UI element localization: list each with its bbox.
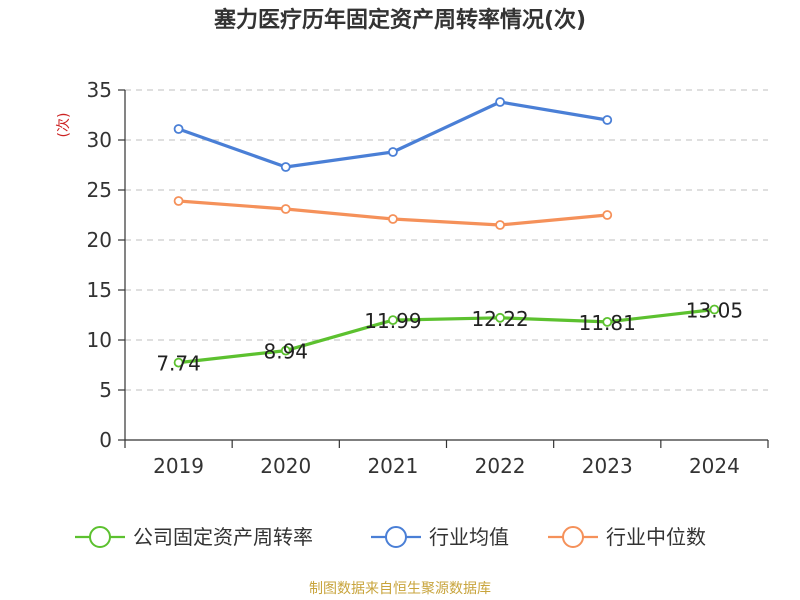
y-tick-label: 15 [87,278,112,302]
x-tick-label: 2022 [475,454,526,478]
legend-item: 公司固定资产周转率 [75,525,313,549]
x-tick-labels: 2019 2020 2021 2022 2023 2024 [153,454,740,478]
y-tick-label: 10 [87,328,112,352]
data-point [602,210,613,220]
data-label: 11.81 [579,311,636,335]
data-point [602,115,613,125]
x-tick-label: 2023 [582,454,633,478]
data-label: 8.94 [263,340,308,364]
series-line [178,307,715,365]
data-point [495,312,505,323]
legend: 公司固定资产周转率 行业均值 行业中位数 [75,525,706,549]
data-point [388,315,398,326]
legend-label: 行业均值 [429,525,509,549]
data-point [173,124,184,134]
y-tick-label: 30 [87,128,112,152]
series-line [178,100,608,169]
data-label: 12.22 [471,307,528,331]
data-point [388,147,398,157]
axes [118,89,769,448]
source-note: 制图数据来自恒生聚源数据库 [309,581,491,597]
chart-title: 塞力医疗历年固定资产周转率情况(次) [213,8,587,33]
legend-marker [89,526,111,548]
legend-item: 行业中位数 [548,525,706,549]
y-tick-label: 5 [99,378,112,402]
legend-label: 公司固定资产周转率 [133,525,313,549]
data-label: 13.05 [686,299,743,323]
data-point [173,196,184,206]
legend-item: 行业均值 [371,525,509,549]
data-point [602,316,613,327]
y-tick-label: 25 [87,178,112,202]
data-label: 7.74 [156,352,201,376]
grid-lines [125,89,768,391]
data-point [173,357,184,368]
y-tick-label: 0 [99,428,112,452]
x-tick-label: 2019 [153,454,204,478]
data-point [280,162,291,172]
y-tick-label: 20 [87,228,112,252]
legend-marker [562,526,584,548]
x-tick-label: 2021 [367,454,418,478]
x-tick-label: 2020 [260,454,311,478]
data-point [388,214,398,224]
series-layer [173,97,720,368]
data-point [709,304,720,315]
legend-label: 行业中位数 [606,525,706,549]
y-tick-labels: 0 5 10 15 20 25 30 35 [87,78,112,452]
data-point [495,97,505,107]
y-axis-label: (次) [56,113,72,138]
data-point [495,220,505,230]
data-labels: 7.74 8.94 11.99 12.22 11.81 13.05 [156,299,743,376]
data-point [280,204,291,214]
y-tick-label: 35 [87,78,112,102]
legend-marker [385,526,407,548]
x-tick-label: 2024 [689,454,740,478]
data-label: 11.99 [364,309,421,333]
data-point [280,345,291,356]
